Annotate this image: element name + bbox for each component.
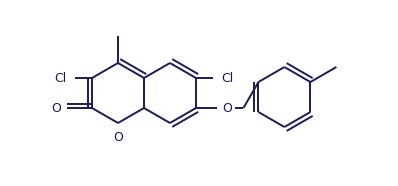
Text: O: O [222, 102, 232, 115]
Text: O: O [113, 131, 123, 144]
Text: O: O [52, 102, 62, 115]
Text: Cl: Cl [221, 71, 234, 84]
Text: Cl: Cl [54, 71, 66, 84]
